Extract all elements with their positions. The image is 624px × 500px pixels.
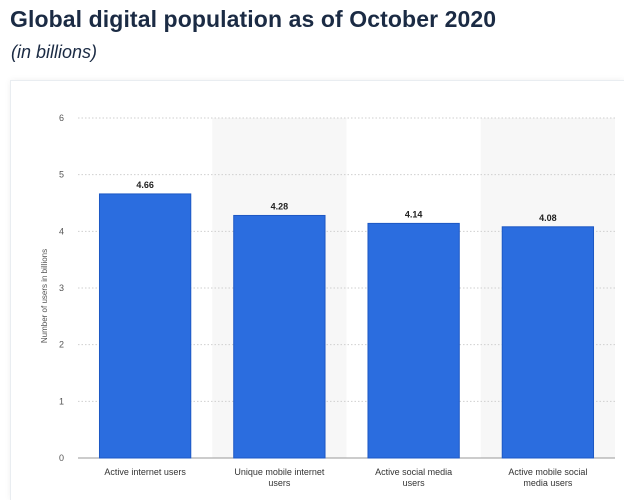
y-axis-label: Number of users in billions <box>40 249 49 343</box>
bar[interactable] <box>233 214 326 459</box>
x-category-label: Unique mobile internet users <box>234 467 325 488</box>
y-tick-label: 0 <box>59 453 64 463</box>
value-label: 4.14 <box>405 209 423 219</box>
y-tick-label: 3 <box>59 283 64 293</box>
y-tick-label: 6 <box>59 113 64 123</box>
bars <box>98 193 595 459</box>
x-category-label: Active mobile social media users <box>508 467 587 488</box>
page-title: Global digital population as of October … <box>10 6 497 32</box>
x-axis-labels: Active internet users Unique mobile inter… <box>104 467 587 488</box>
bar[interactable] <box>98 193 192 459</box>
chart-card: 0 1 2 3 4 5 6 Number of users in billions 4.66… <box>10 80 624 500</box>
y-tick-label: 5 <box>59 170 64 180</box>
bar-chart: 0 1 2 3 4 5 6 Number of users in billions 4.66… <box>40 113 615 488</box>
y-tick-label: 2 <box>59 340 64 350</box>
y-axis-ticks: 0 1 2 3 4 5 6 <box>59 113 64 463</box>
y-tick-label: 4 <box>59 226 64 236</box>
x-category-label: Active internet users <box>104 467 186 477</box>
x-category-label: Active social media users <box>375 467 452 488</box>
bar[interactable] <box>501 226 595 459</box>
value-label: 4.66 <box>136 180 154 190</box>
bar[interactable] <box>367 222 460 459</box>
page-subtitle: (in billions) <box>11 42 98 62</box>
value-labels: 4.66 4.28 4.14 4.08 <box>136 180 556 223</box>
value-label: 4.28 <box>271 201 289 211</box>
y-tick-label: 1 <box>59 396 64 406</box>
value-label: 4.08 <box>539 213 557 223</box>
